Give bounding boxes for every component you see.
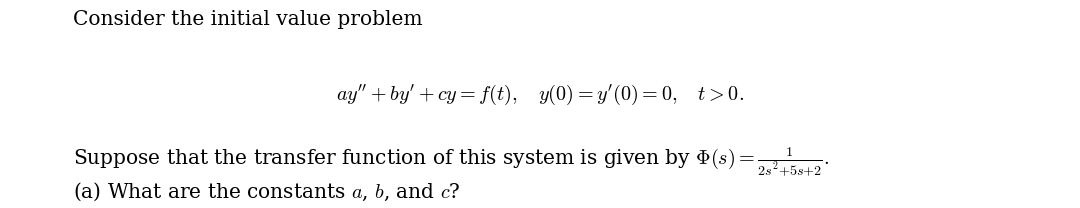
Text: (a) What are the constants $a$, $b$, and $c$?: (a) What are the constants $a$, $b$, and… <box>73 181 461 203</box>
Text: Consider the initial value problem: Consider the initial value problem <box>73 10 423 29</box>
Text: $ay'' + by' + cy = f(t), \quad y(0) = y'(0) = 0, \quad t > 0.$: $ay'' + by' + cy = f(t), \quad y(0) = y'… <box>336 83 744 107</box>
Text: Suppose that the transfer function of this system is given by $\Phi(s) = \frac{1: Suppose that the transfer function of th… <box>73 146 829 178</box>
